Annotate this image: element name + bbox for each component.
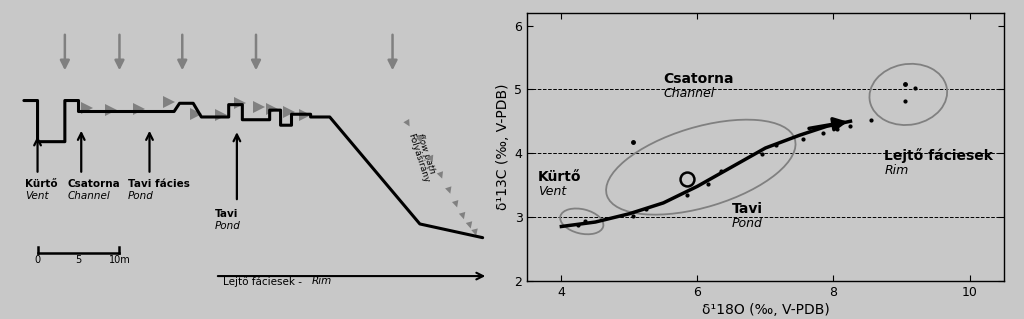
Text: Rim: Rim: [885, 164, 908, 177]
Text: Channel: Channel: [664, 87, 715, 100]
Text: Lejtő fáciesek -: Lejtő fáciesek -: [223, 276, 305, 287]
Text: Pond: Pond: [128, 191, 154, 201]
Text: flow path: flow path: [416, 132, 437, 175]
Text: Vent: Vent: [26, 191, 49, 201]
Text: Csatorna: Csatorna: [664, 72, 734, 86]
Text: 10m: 10m: [109, 256, 130, 265]
Text: Csatorna: Csatorna: [68, 179, 121, 189]
Text: 0: 0: [35, 256, 41, 265]
Text: Rim: Rim: [312, 276, 332, 286]
Text: Lejtő fáciesek: Lejtő fáciesek: [885, 148, 993, 163]
Text: Pond: Pond: [215, 221, 241, 231]
Text: Tavi fácies: Tavi fácies: [128, 179, 189, 189]
Text: Tavi: Tavi: [731, 202, 763, 216]
Text: Kürtő: Kürtő: [26, 179, 58, 189]
Text: Channel: Channel: [68, 191, 111, 201]
Y-axis label: δ¹13C (‰, V-PDB): δ¹13C (‰, V-PDB): [497, 84, 510, 210]
Text: Pond: Pond: [731, 217, 762, 230]
Text: Vent: Vent: [538, 185, 566, 198]
Text: 5: 5: [76, 256, 82, 265]
Text: Kürtő: Kürtő: [538, 170, 581, 184]
X-axis label: δ¹18O (‰, V-PDB): δ¹18O (‰, V-PDB): [701, 303, 829, 317]
Text: Folyásirány: Folyásirány: [406, 132, 430, 184]
Text: Tavi: Tavi: [215, 209, 239, 219]
